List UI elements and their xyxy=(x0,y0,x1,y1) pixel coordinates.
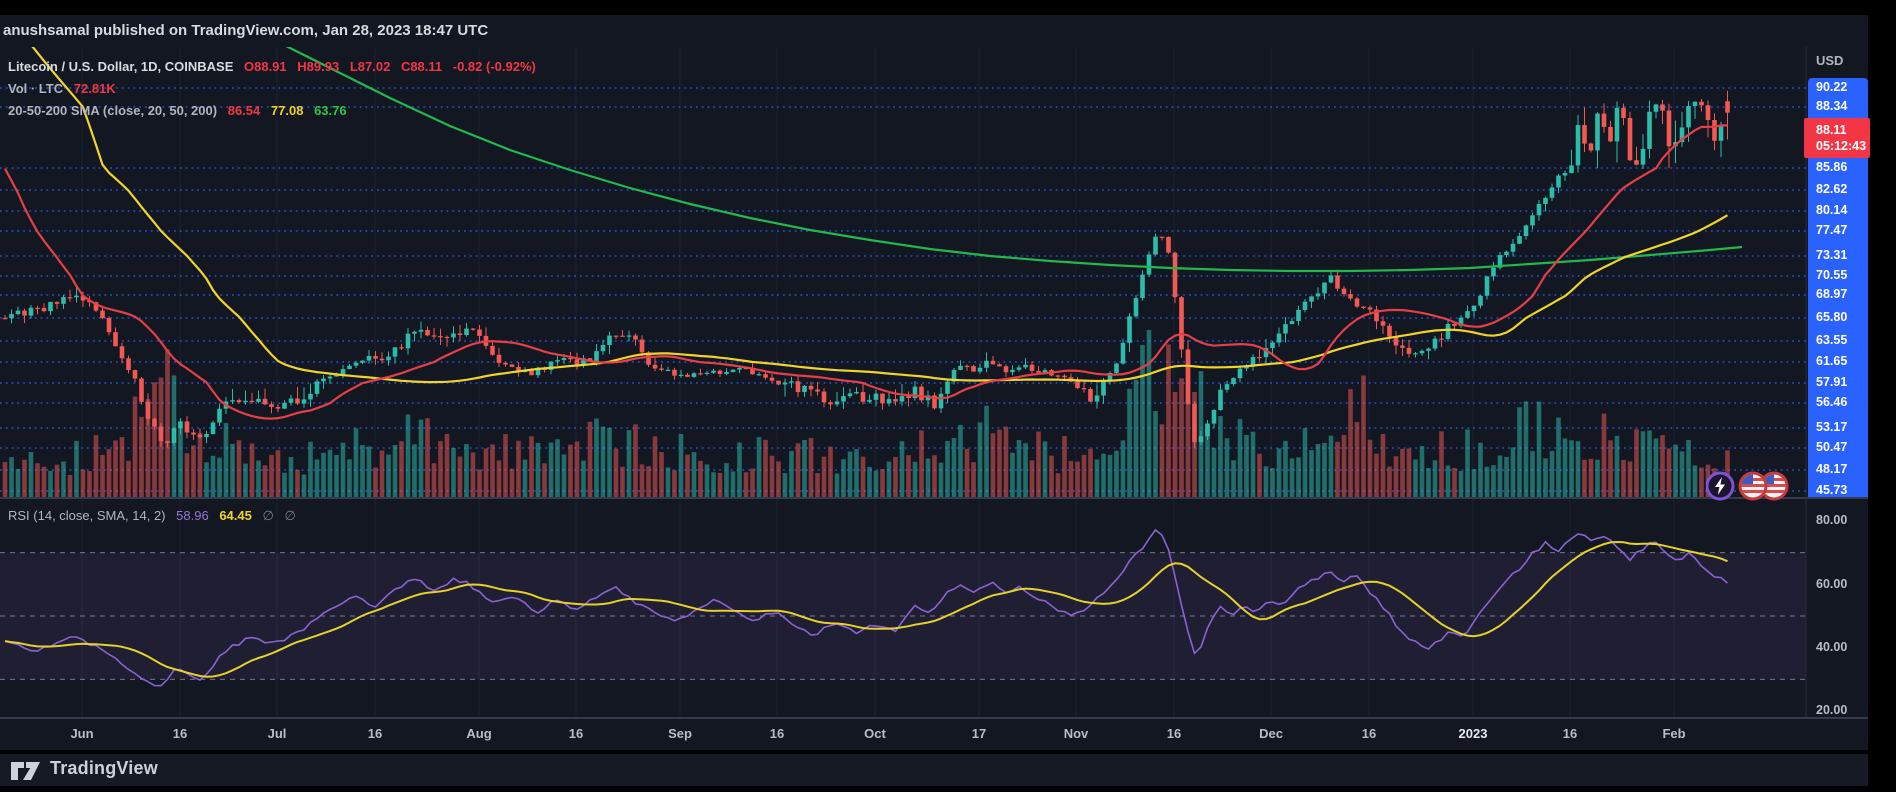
publish-text: anushsamal published on TradingView.com,… xyxy=(3,22,489,39)
rsi-divider[interactable] xyxy=(0,717,1868,719)
price-label: 90.22 xyxy=(1816,80,1848,94)
rsi-scale-label: 80.00 xyxy=(1816,513,1848,527)
price-label: 57.91 xyxy=(1816,375,1848,389)
last-price-value: 88.11 xyxy=(1816,123,1847,137)
sma50-value: 77.08 xyxy=(270,103,304,118)
ohlc-high: H89.93 xyxy=(297,59,340,74)
sma-label: 20-50-200 SMA (close, 20, 50, 200) xyxy=(8,103,218,118)
chart-canvas[interactable] xyxy=(0,47,1868,750)
price-scale[interactable]: USD 90.22 88.34 85.86 82.62 80.14 77.47 73.31 7… xyxy=(1804,47,1870,750)
candle-series xyxy=(2,90,1730,448)
sma200-line xyxy=(285,47,1743,273)
price-label: 50.47 xyxy=(1816,440,1848,454)
time-label: 17 xyxy=(971,726,987,741)
price-label: 56.46 xyxy=(1816,395,1848,409)
volume-label: Vol · LTC xyxy=(8,81,64,96)
publish-header: anushsamal published on TradingView.com,… xyxy=(0,15,1868,47)
price-label: 68.97 xyxy=(1816,287,1848,301)
ohlc-close: C88.11 xyxy=(400,59,443,74)
price-label: 80.14 xyxy=(1816,203,1848,217)
symbol-legend-row[interactable]: Litecoin / U.S. Dollar, 1D, COINBASE O88… xyxy=(8,59,543,74)
time-label: Nov xyxy=(1063,726,1089,741)
price-label: 63.55 xyxy=(1816,333,1848,347)
pane-divider[interactable] xyxy=(0,497,1868,499)
price-label: 53.17 xyxy=(1816,420,1848,434)
ohlc-low: L87.02 xyxy=(349,59,391,74)
price-label: 73.31 xyxy=(1816,248,1848,262)
volume-legend-row[interactable]: Vol · LTC 72.81K xyxy=(8,81,123,96)
tradingview-brand[interactable]: TradingView xyxy=(50,758,158,778)
sma50-line xyxy=(31,47,1729,384)
time-label: 16 xyxy=(1562,726,1578,741)
currency-label: USD xyxy=(1816,53,1844,68)
time-label: Oct xyxy=(864,726,886,741)
time-label: 2023 xyxy=(1458,726,1488,741)
footer-bar: TradingView xyxy=(0,754,1868,786)
bar-countdown: 05:12:43 xyxy=(1816,139,1867,153)
time-label: 16 xyxy=(769,726,785,741)
price-label: 85.86 xyxy=(1816,160,1848,174)
price-label: 77.47 xyxy=(1816,223,1848,237)
ohlc-open: O88.91 xyxy=(244,59,287,74)
symbol-title: Litecoin / U.S. Dollar, 1D, COINBASE xyxy=(8,59,234,74)
price-label: 65.80 xyxy=(1816,310,1848,324)
sma20-value: 86.54 xyxy=(227,103,261,118)
gridlines xyxy=(0,47,1806,717)
rsi-scale-label: 40.00 xyxy=(1816,640,1848,654)
usd-flag-icon[interactable] xyxy=(1738,471,1768,501)
time-label: Jul xyxy=(267,726,287,741)
time-label: Aug xyxy=(466,726,492,741)
time-label: 16 xyxy=(1361,726,1377,741)
chart-area[interactable]: Litecoin / U.S. Dollar, 1D, COINBASE O88… xyxy=(0,47,1870,750)
ohlc-change: -0.82 (-0.92%) xyxy=(452,59,536,74)
volume-series xyxy=(2,329,1730,497)
time-label: 16 xyxy=(1166,726,1182,741)
time-label: 16 xyxy=(367,726,383,741)
rsi-scale-label: 20.00 xyxy=(1816,703,1848,717)
rsi-scale-label: 60.00 xyxy=(1816,577,1848,591)
sma20-line xyxy=(4,124,1728,420)
volume-value: 72.81K xyxy=(73,81,116,96)
price-label: 70.55 xyxy=(1816,268,1848,282)
price-label: 61.65 xyxy=(1816,354,1848,368)
rsi-empty-2: ∅ xyxy=(284,508,296,523)
rsi-value: 58.96 xyxy=(176,508,209,523)
time-label: Dec xyxy=(1259,726,1283,741)
sma200-value: 63.76 xyxy=(314,103,347,118)
time-label: 16 xyxy=(568,726,584,741)
time-label: Feb xyxy=(1662,726,1686,741)
rsi-sma-line xyxy=(4,540,1728,678)
rsi-empty-1: ∅ xyxy=(262,508,274,523)
rsi-sma-value: 64.45 xyxy=(219,508,252,523)
time-scale[interactable]: Jun 16 Jul 16 Aug 16 Sep 16 Oct 17 Nov 16 Dec 16 2023 1… xyxy=(0,719,1806,750)
price-label: 45.73 xyxy=(1816,483,1848,497)
last-price-countdown-box: 88.11 05:12:43 xyxy=(1804,118,1870,158)
sma-legend-row[interactable]: 20-50-200 SMA (close, 20, 50, 200) 86.54… xyxy=(8,103,354,118)
price-label: 82.62 xyxy=(1816,182,1848,196)
tradingview-logo-icon[interactable] xyxy=(10,759,46,783)
time-label: 16 xyxy=(172,726,188,741)
time-label: Sep xyxy=(668,726,692,741)
time-label: Jun xyxy=(70,726,94,741)
rsi-legend-row[interactable]: RSI (14, close, SMA, 14, 2) 58.96 64.45 … xyxy=(8,508,303,524)
lightning-boost-icon[interactable] xyxy=(1705,471,1735,501)
price-label: 88.34 xyxy=(1816,99,1848,113)
rsi-label: RSI (14, close, SMA, 14, 2) xyxy=(8,508,166,523)
price-label: 48.17 xyxy=(1816,462,1848,476)
